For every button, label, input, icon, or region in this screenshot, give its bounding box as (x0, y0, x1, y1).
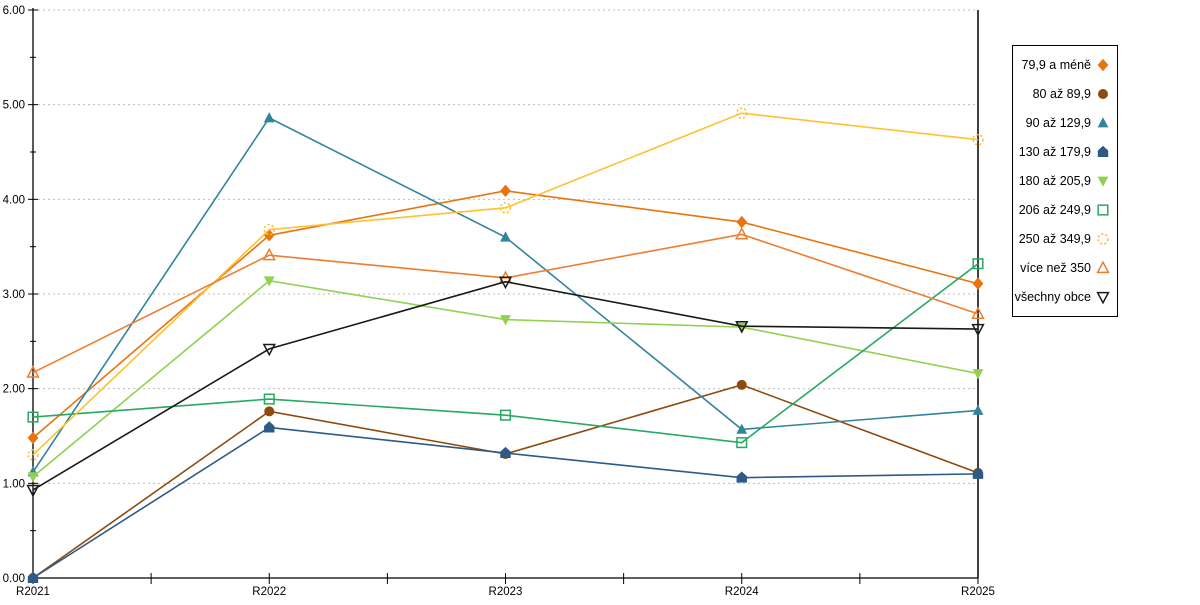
y-tick-label: 1.00 (3, 478, 25, 490)
legend-item-label: 250 až 349,9 (1018, 232, 1091, 247)
triangle-up-open-icon (1096, 261, 1110, 274)
x-tick-label: R2024 (725, 586, 759, 598)
legend-item-7: více než 350 (1015, 255, 1111, 281)
triangle-up-open-icon (735, 226, 749, 240)
diamond-filled-icon (972, 277, 984, 290)
square-open-icon (27, 411, 39, 423)
pentagon-filled-icon (1097, 145, 1109, 157)
legend-item-4: 180 až 205,9 (1015, 168, 1111, 194)
y-tick-label: 2.00 (3, 384, 25, 396)
diamond-filled-icon (1097, 58, 1109, 71)
square-open-icon (1097, 204, 1109, 216)
legend-item-label: 180 až 205,9 (1018, 173, 1091, 188)
legend-item-0: 79,9 a méně (1015, 52, 1111, 78)
circle-open-dashed-icon (1097, 233, 1109, 245)
legend-item-label: 206 až 249,9 (1018, 203, 1091, 218)
legend-item-1: 80 až 89,9 (1015, 81, 1111, 107)
y-tick-label: 0.00 (3, 573, 25, 585)
circle-filled-icon (736, 379, 747, 390)
x-tick-label: R2025 (961, 586, 995, 598)
triangle-down-filled-icon (27, 472, 39, 483)
triangle-up-open-icon (262, 247, 276, 261)
y-tick-label: 3.00 (3, 289, 25, 301)
x-tick-label: R2021 (16, 586, 50, 598)
legend-item-3: 130 až 179,9 (1015, 139, 1111, 165)
diamond-filled-icon (736, 215, 748, 229)
series-line-5 (32, 263, 979, 444)
y-tick-label: 4.00 (3, 194, 25, 206)
x-tick-label: R2023 (489, 586, 523, 598)
triangle-up-open-icon (1096, 261, 1110, 274)
legend-item-label: více než 350 (1020, 261, 1091, 276)
pentagon-filled-icon (264, 421, 275, 433)
circle-filled-icon (1098, 88, 1108, 99)
triangle-down-open-icon (735, 321, 749, 334)
circle-open-dashed-icon (1097, 233, 1109, 245)
legend-item-label: 80 až 89,9 (1032, 86, 1091, 101)
series-line-0 (32, 190, 979, 439)
triangle-down-open-icon (1096, 292, 1110, 305)
legend-item-5: 206 až 249,9 (1015, 197, 1111, 223)
series-line-2 (32, 116, 979, 473)
series-line-8 (32, 280, 979, 491)
circle-open-dashed-icon (263, 223, 275, 236)
legend-item-label: 79,9 a méně (1021, 57, 1092, 72)
triangle-down-open-icon (1096, 292, 1110, 305)
series-line-1 (32, 384, 979, 579)
legend: 79,9 a méně 80 až 89,9 90 až 129,9 130 až 1… (1012, 45, 1118, 317)
diamond-filled-icon (27, 431, 39, 445)
square-open-icon (263, 393, 275, 405)
series-line-7 (32, 233, 979, 374)
circle-filled-icon (264, 406, 275, 417)
diamond-filled-icon (500, 184, 511, 198)
legend-item-6: 250 až 349,9 (1015, 226, 1111, 252)
diamond-filled-icon (1097, 58, 1109, 71)
triangle-up-open-icon (971, 306, 985, 320)
triangle-up-open-icon (26, 365, 40, 378)
circle-open-dashed-icon (27, 449, 39, 461)
circle-open-dashed-icon (499, 202, 512, 214)
legend-item-2: 90 až 129,9 (1015, 110, 1111, 136)
pentagon-filled-icon (972, 467, 984, 479)
triangle-down-filled-icon (1097, 176, 1109, 187)
triangle-down-open-icon (262, 343, 276, 357)
pentagon-filled-icon (500, 446, 511, 459)
triangle-down-open-icon (971, 323, 985, 337)
legend-item-8: všechny obce (1015, 284, 1111, 310)
circle-open-dashed-icon (972, 133, 984, 146)
pentagon-filled-icon (27, 571, 39, 583)
legend-item-label: 130 až 179,9 (1018, 144, 1091, 159)
square-open-icon (972, 258, 984, 270)
triangle-down-open-icon (26, 484, 40, 498)
triangle-up-filled-icon (1097, 116, 1109, 128)
square-open-icon (499, 409, 512, 421)
triangle-up-filled-icon (500, 231, 511, 242)
y-tick-label: 6.00 (3, 5, 25, 17)
triangle-up-filled-icon (972, 404, 984, 415)
legend-item-label: 90 až 129,9 (1025, 115, 1091, 130)
triangle-up-filled-icon (736, 423, 748, 434)
diamond-filled-icon (263, 229, 275, 242)
pentagon-filled-icon (736, 471, 747, 483)
legend-item-label: všechny obce (1014, 290, 1091, 305)
circle-filled-icon (1098, 88, 1108, 99)
triangle-down-filled-icon (1097, 176, 1109, 187)
triangle-down-filled-icon (500, 315, 511, 326)
circle-open-dashed-icon (736, 107, 748, 119)
triangle-down-filled-icon (263, 276, 275, 287)
triangle-down-filled-icon (972, 369, 984, 380)
triangle-up-filled-icon (1097, 116, 1109, 128)
triangle-up-filled-icon (263, 112, 275, 123)
square-open-icon (736, 437, 748, 449)
x-tick-label: R2022 (252, 586, 286, 598)
series-line-6 (32, 112, 979, 456)
square-open-icon (1097, 204, 1109, 216)
y-tick-label: 5.00 (3, 100, 25, 112)
triangle-down-open-icon (498, 276, 513, 290)
pentagon-filled-icon (1097, 145, 1109, 157)
